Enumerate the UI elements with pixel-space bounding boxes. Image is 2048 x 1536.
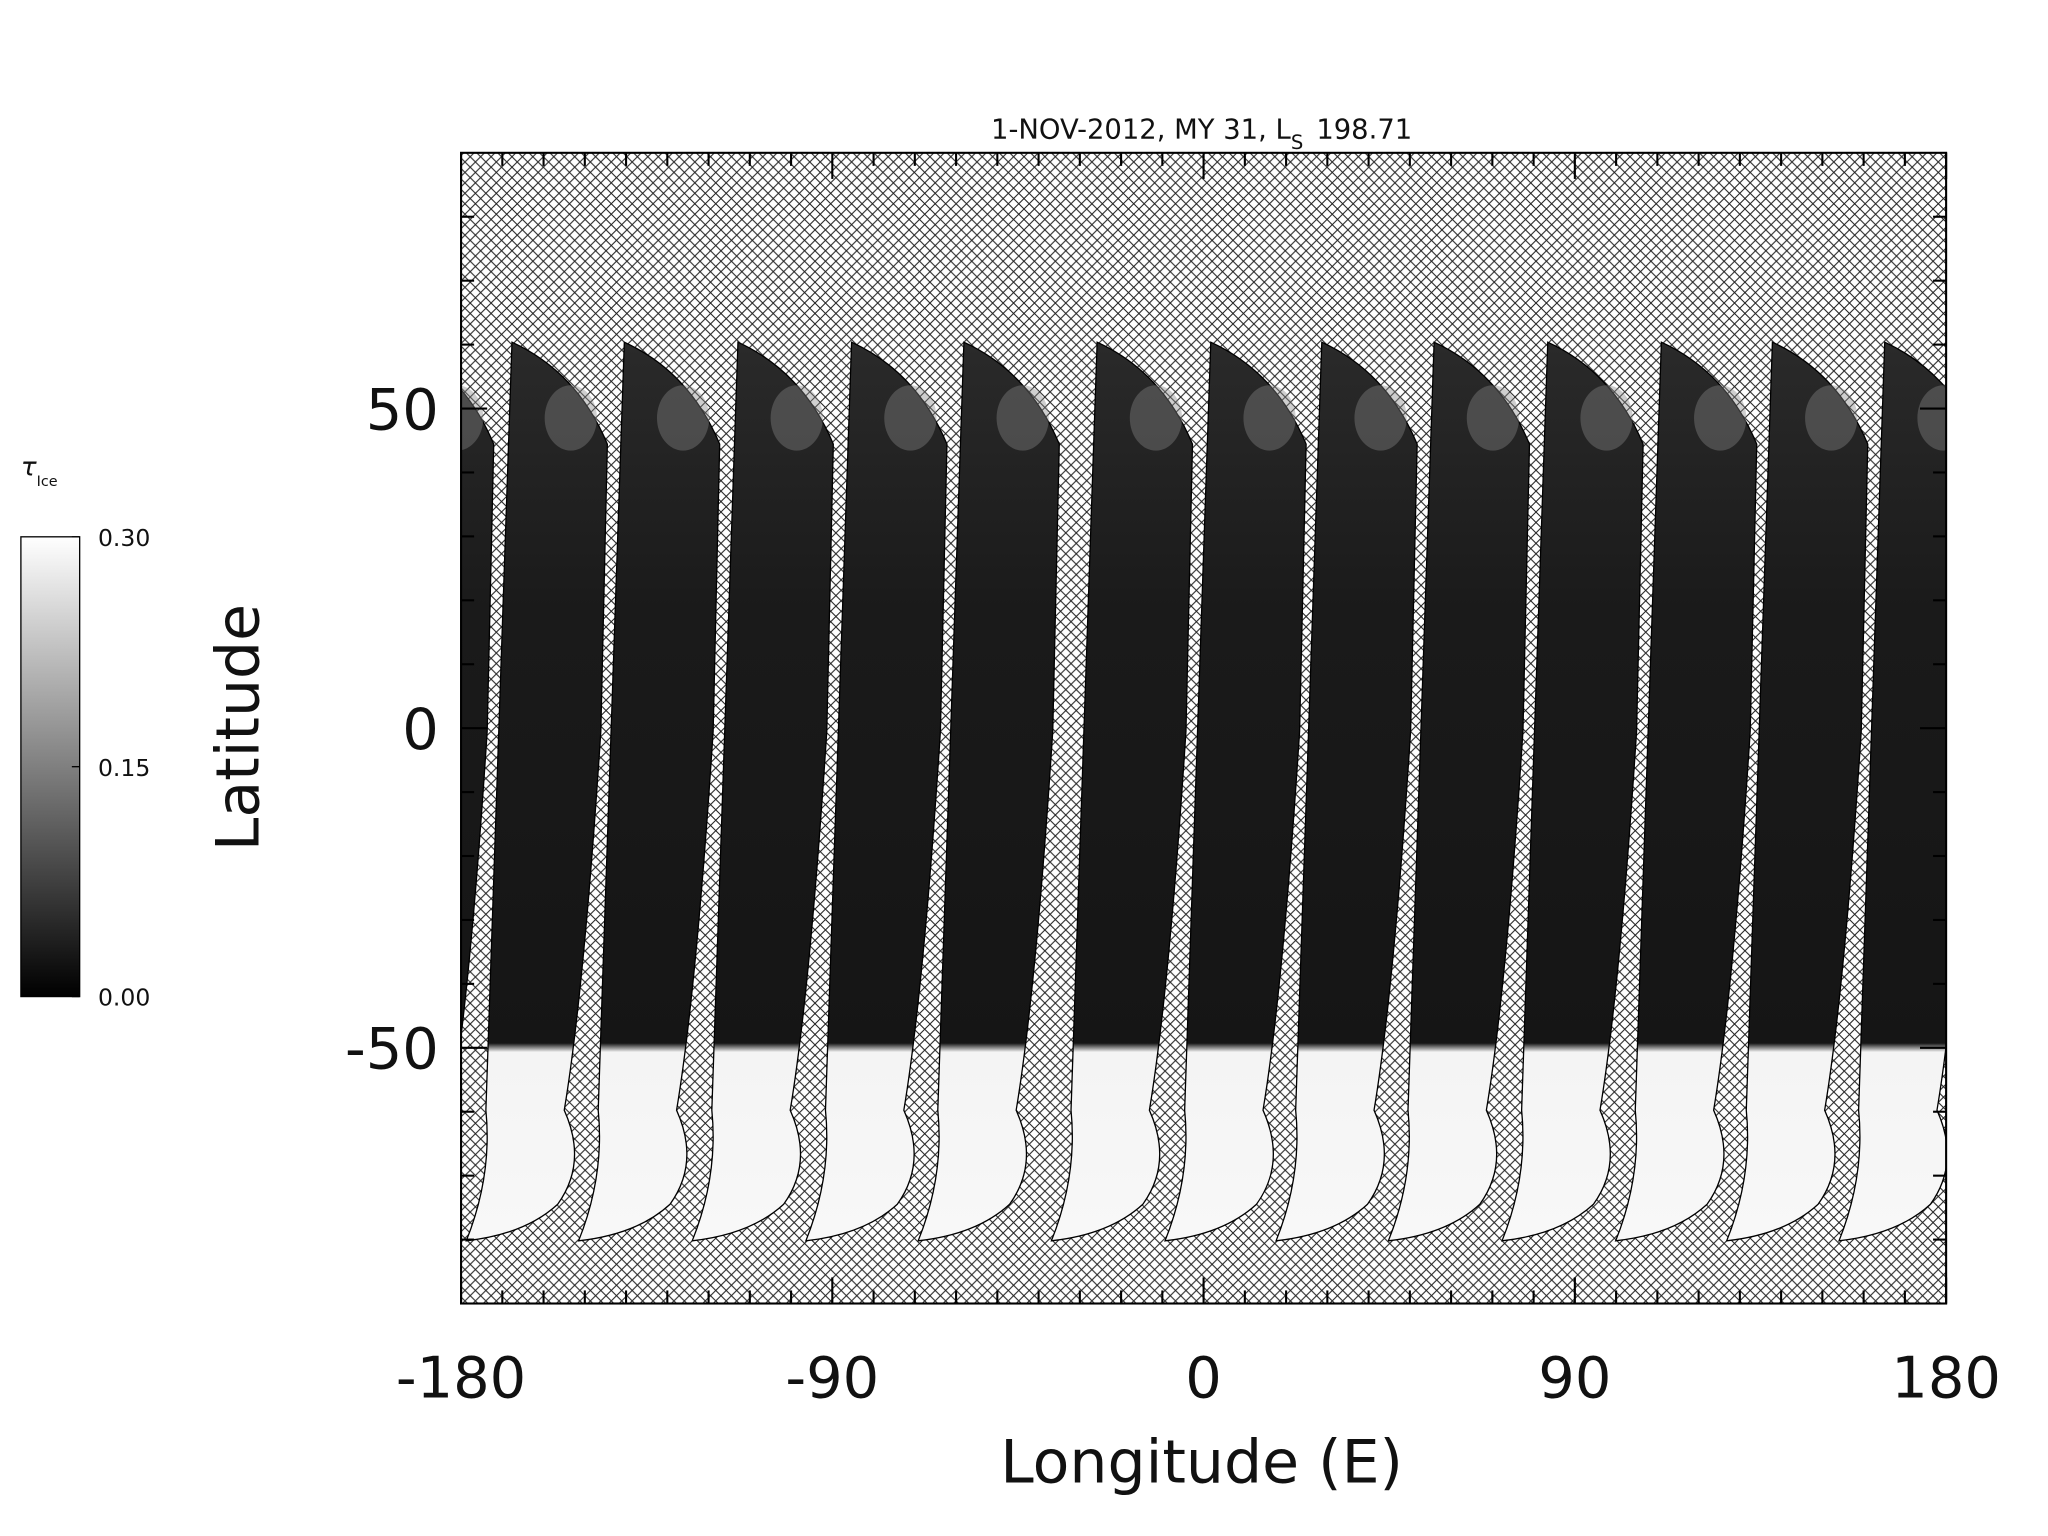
cloud-patch	[544, 385, 597, 451]
colorbar-tick-label: 0.30	[98, 524, 150, 552]
x-tick-label: 0	[1185, 1345, 1222, 1412]
swath	[1838, 341, 1947, 1242]
cloud-patch	[1466, 385, 1520, 451]
title-text: 1-NOV-2012, MY 31, L	[991, 114, 1292, 145]
swath	[691, 341, 834, 1242]
chart-title: 1-NOV-2012, MY 31, LS 198.71	[991, 114, 1412, 153]
colorbar	[20, 536, 81, 998]
title-value: 198.71	[1316, 114, 1412, 145]
x-axis-label: Longitude (E)	[1000, 1427, 1403, 1497]
swath	[1387, 341, 1531, 1242]
swath	[917, 341, 1060, 1242]
y-axis-label: Latitude	[204, 604, 274, 851]
cloud-patch	[884, 385, 937, 451]
colorbar-label: τIce	[21, 452, 58, 489]
swath	[1725, 341, 1869, 1242]
x-tick-label: 90	[1538, 1345, 1611, 1412]
colorbar-tick-label: 0.15	[98, 754, 150, 782]
y-tick-label: 0	[402, 696, 439, 763]
x-tick-label: 180	[1891, 1345, 2001, 1412]
swath	[1050, 341, 1194, 1242]
y-tick-label: 50	[366, 376, 439, 443]
swath	[1614, 341, 1758, 1242]
swath	[1501, 341, 1644, 1242]
swath	[1164, 341, 1307, 1242]
cloud-patch	[1694, 385, 1747, 451]
x-tick-label: -90	[785, 1345, 879, 1412]
swath	[465, 341, 609, 1242]
colorbar-subscript: Ice	[37, 474, 58, 490]
swath	[804, 341, 948, 1242]
x-tick-label: -180	[396, 1345, 526, 1412]
cloud-patch	[656, 385, 710, 451]
cloud-patch	[1129, 385, 1183, 451]
swaths	[461, 341, 1947, 1242]
swath	[1275, 341, 1418, 1242]
cloud-patch	[770, 385, 823, 451]
cloud-patch	[1805, 385, 1858, 451]
cloud-patch	[996, 385, 1049, 451]
swath	[461, 388, 495, 1163]
cloud-patch	[1243, 385, 1296, 451]
swath	[577, 341, 721, 1242]
colorbar-symbol: τ	[21, 452, 37, 482]
colorbar-tick-label: 0.00	[98, 984, 150, 1012]
y-tick-label: -50	[345, 1016, 439, 1083]
cloud-patch	[1354, 385, 1407, 451]
cloud-patch	[1917, 385, 1947, 451]
title-subscript: S	[1291, 131, 1303, 154]
cloud-patch	[461, 385, 484, 451]
cloud-patch	[1580, 385, 1633, 451]
